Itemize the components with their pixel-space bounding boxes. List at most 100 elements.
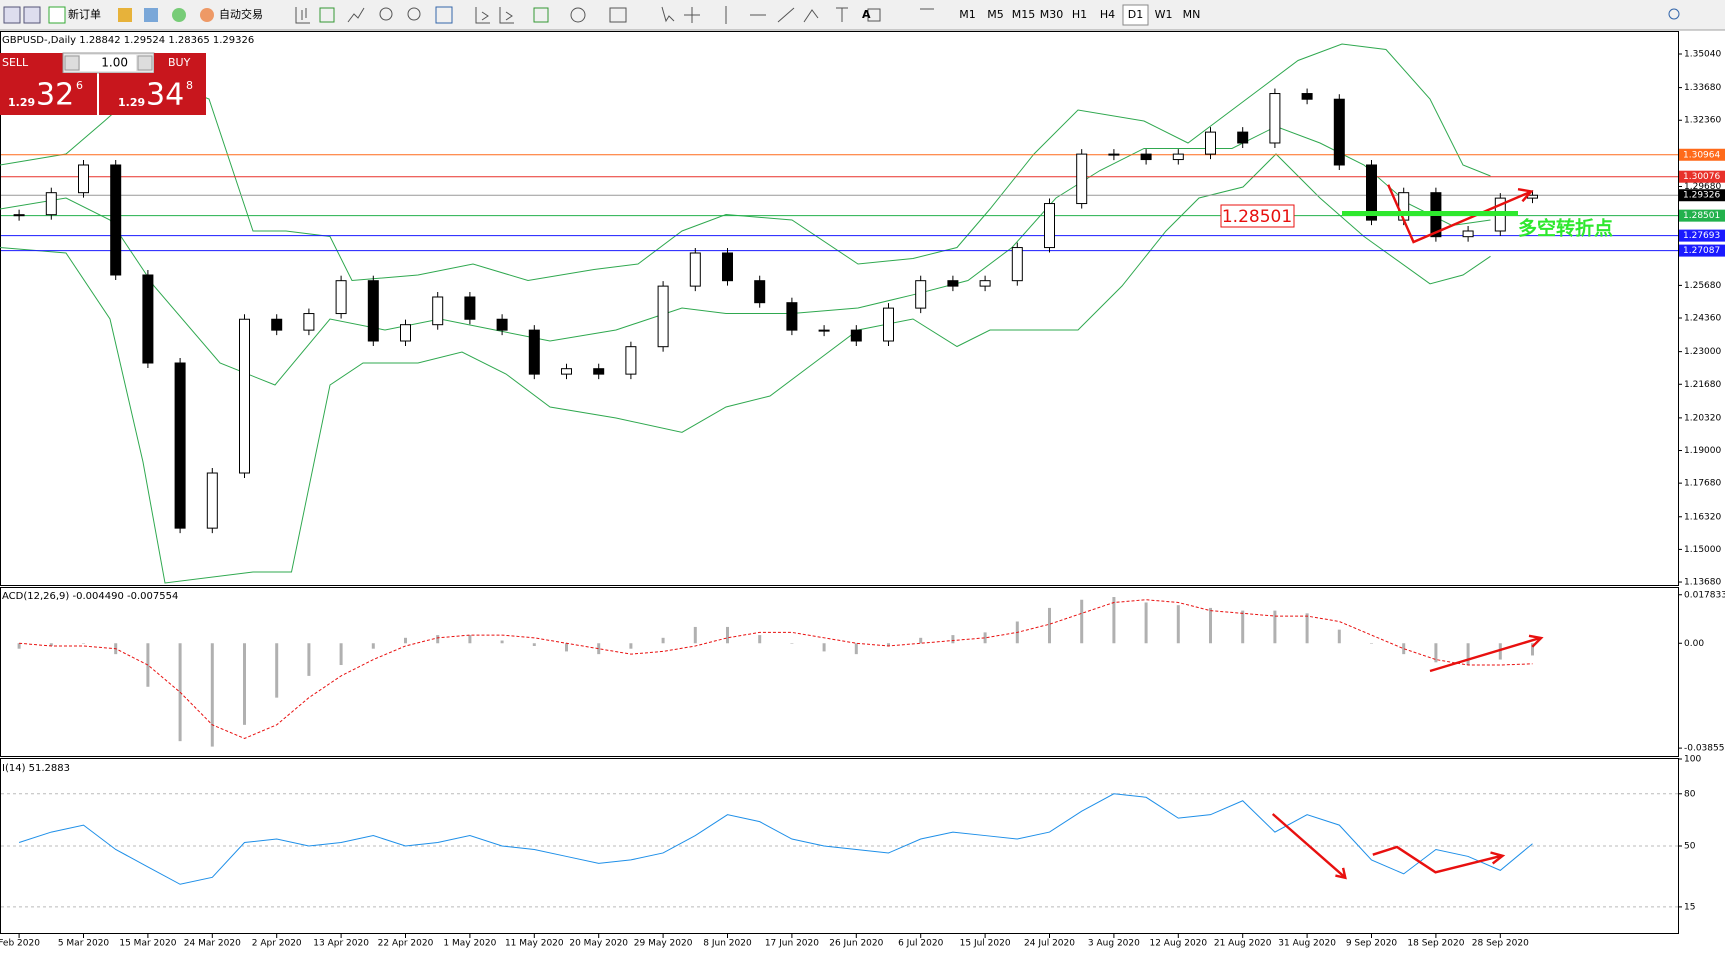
lot-value[interactable]: 1.00 [101,56,128,70]
y-tick-label: 1.29680 [1684,182,1721,192]
green-marker [1342,211,1518,216]
y-tick-label: 1.23000 [1684,347,1721,357]
x-tick-label: 3 Aug 2020 [1088,939,1140,949]
new-order[interactable]: 新订单 [68,7,101,21]
candle-body [335,280,347,315]
timeframe[interactable]: M5 [987,8,1004,21]
level-tag [1679,170,1725,183]
y-tick-label: 100 [1684,755,1701,765]
candle-body [45,192,57,216]
text-tool[interactable]: A [862,8,871,21]
buy-button[interactable] [154,53,206,73]
buy-label[interactable]: BUY [168,56,191,69]
candle-body [1076,153,1088,205]
macd-bar [1080,599,1084,644]
hand-drawn-arrows [1271,184,1544,880]
y-tick-label: 1.35040 [1684,49,1721,59]
candle-body [1172,153,1184,161]
macd-bar [726,626,729,644]
bb-upper [0,43,1491,282]
timeframe[interactable]: MN [1183,8,1201,21]
candle-body [1140,153,1152,161]
panel-borders [0,31,1679,934]
buy-sup: 8 [186,79,193,92]
y-tick-label: 1.20320 [1684,413,1721,423]
level-tag-label: 1.27087 [1683,246,1720,256]
y-tick-label: 1.25680 [1684,281,1721,291]
candle-body [1108,153,1120,156]
timeframe[interactable]: M30 [1040,8,1064,21]
timeframe[interactable]: W1 [1155,8,1173,21]
price-header: GBPUSD-,Daily 1.28842 1.29524 1.28365 1.… [2,35,254,46]
macd-bar [1209,607,1212,644]
timeframe[interactable]: M15 [1012,8,1036,21]
new-order-icon[interactable] [48,6,66,24]
icon[interactable] [172,8,186,22]
y-tick-label: 1.17680 [1684,479,1721,489]
auto-trade[interactable]: 自动交易 [219,7,263,21]
search-icon[interactable] [1668,8,1680,20]
macd-header: ACD(12,26,9) -0.004490 -0.007554 [2,591,178,602]
rsi-line [18,793,1533,885]
bb-middle [0,125,1491,386]
candle-body [625,346,637,375]
timeframe[interactable]: H1 [1072,8,1087,21]
sell-label[interactable]: SELL [2,56,29,69]
candle-body [786,302,798,331]
macd-bar [597,643,601,655]
turning-point-note: 多空转折点 [1518,217,1613,240]
x-tick-label: 24 Mar 2020 [184,939,241,949]
sell-button[interactable] [0,53,63,73]
x-tick-label: 9 Sep 2020 [1346,939,1398,949]
macd-bar [532,643,536,646]
sell-price-box[interactable] [0,73,97,115]
arrow [1271,813,1345,878]
dynamic-layer: 1.350401.336801.323601.296801.256801.243… [0,49,1725,949]
macd-bar [210,643,214,747]
macd-bar [1498,643,1502,660]
macd-bar [661,637,665,644]
macd-bar [1273,610,1277,644]
timeframe[interactable]: M1 [959,8,976,21]
x-tick-label: 22 Apr 2020 [378,939,434,949]
candle-body [1011,247,1023,282]
icon[interactable] [144,8,158,22]
y-tick-label: 1.13680 [1684,578,1721,588]
timeframe[interactable]: D1 [1128,8,1143,21]
x-tick-label: 13 Apr 2020 [313,939,369,949]
lot-input[interactable] [80,55,136,71]
macd-bar [1402,643,1406,655]
x-tick-label: 24 Jul 2020 [1024,939,1075,949]
candle-body [464,296,476,320]
sell-sup: 6 [76,79,83,92]
timeframe[interactable]: H4 [1100,8,1115,21]
y-tick-label: -0.038559 [1684,744,1725,754]
macd-bar [887,643,890,646]
macd-bar [629,643,633,649]
macd-bar [275,643,279,698]
auto-trade-icon[interactable] [200,8,214,22]
icon[interactable] [23,6,41,24]
trade-panel: SELL 1.00 BUY 1.29 32 6 1.29 34 8 [0,52,206,115]
candle-body [432,296,444,326]
tool-icons[interactable] [295,6,934,24]
macd-bar [565,643,568,652]
lot-down[interactable] [64,55,80,71]
candle-body [400,324,411,342]
macd-bar [17,643,21,649]
icon[interactable] [3,6,21,24]
level-tag [1679,244,1725,257]
macd-bar [243,643,246,725]
y-tick-label: 1.15000 [1684,545,1721,555]
lot-up[interactable] [137,55,153,71]
icon[interactable] [118,8,132,22]
macd-bar [436,635,440,644]
candle-body [593,368,605,375]
y-tick-label: 1.16320 [1684,512,1721,522]
macd-bar [339,643,343,666]
x-tick-label: 5 Mar 2020 [58,939,110,949]
macd-bar [1370,643,1373,644]
candle-body [78,164,89,194]
level-tag-label: 1.30964 [1683,150,1720,160]
buy-price-box[interactable] [99,73,206,115]
